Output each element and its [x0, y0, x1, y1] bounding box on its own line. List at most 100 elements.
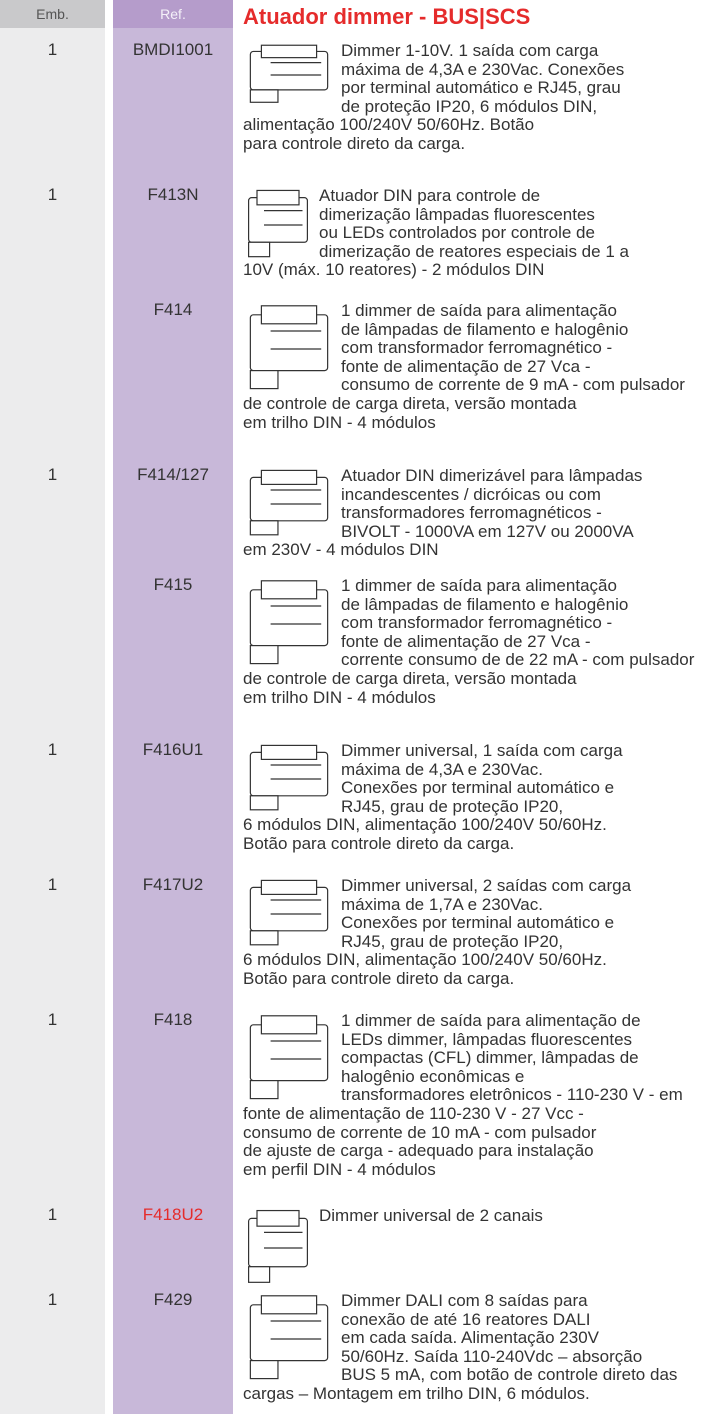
ref-header: Ref. — [113, 0, 233, 28]
product-image — [247, 1209, 308, 1283]
description: 1 dimmer de saída para alimentação de lâm… — [243, 301, 713, 432]
description-line: consumo de corrente de 10 mA - com pulsa… — [243, 1122, 597, 1142]
description-line: Conexões por terminal automático e — [341, 913, 615, 933]
title: Atuador dimmer - BUS|SCS — [243, 4, 531, 29]
description: Dimmer universal, 1 saída com carga máxim… — [243, 741, 713, 854]
description-line: Atuador DIN dimerizável para lâmpadas — [341, 466, 643, 485]
ref-value: F418 — [153, 1010, 193, 1029]
description-line: BUS 5 mA, com botão de controle direto d… — [341, 1365, 678, 1385]
description-line: halogênio econômicas e — [341, 1066, 525, 1086]
ref-value: F418U2 — [142, 1205, 204, 1224]
product-image — [249, 305, 329, 390]
emb-value: 1 — [47, 465, 58, 484]
product-image — [249, 469, 329, 536]
description-line: Botão para controle direto da carga. — [243, 968, 515, 988]
description-line: LEDs dimmer, lâmpadas fluorescentes — [341, 1029, 633, 1049]
description-line: com transformador ferromagnético - — [341, 338, 613, 358]
ref-value: F415 — [153, 575, 193, 594]
description-line: consumo de corrente de 9 mA - com pulsad… — [341, 375, 685, 395]
product-image — [249, 44, 329, 103]
emb-value: 1 — [47, 1290, 58, 1309]
emb-value: 1 — [47, 740, 58, 759]
description-line: fonte de alimentação de 27 Vca - — [341, 356, 591, 376]
description: 1 dimmer de saída para alimentação de LED… — [243, 1011, 713, 1179]
ref-value: F417U2 — [142, 875, 204, 894]
description-line: compactas (CFL) dimmer, lâmpadas de — [341, 1048, 639, 1068]
description-line: em 230V - 4 módulos DIN — [243, 540, 439, 560]
description-line: por terminal automático e RJ45, grau — [341, 78, 621, 98]
description-line: Dimmer universal de 2 canais — [319, 1206, 543, 1225]
emb-header: Emb. — [0, 0, 105, 28]
description-line: transformadores ferromagnéticos - — [341, 503, 602, 523]
description-line: de lâmpadas de filamento e halogênio — [341, 594, 629, 614]
description-line: dimerização lâmpadas fluorescentes — [319, 204, 595, 224]
ref-value: F416U1 — [142, 740, 204, 759]
product-image — [249, 1015, 329, 1100]
description-line: 1 dimmer de saída para alimentação — [341, 576, 617, 595]
emb-value: 1 — [47, 1205, 58, 1224]
description-line: em trilho DIN - 4 módulos — [243, 412, 436, 432]
ref-column — [113, 0, 233, 1414]
description-line: de ajuste de carga - adequado para insta… — [243, 1141, 594, 1161]
description-line: transformadores eletrônicos - 110-230 V … — [341, 1085, 683, 1105]
ref-value: F429 — [153, 1290, 193, 1309]
description-line: em perfil DIN - 4 módulos — [243, 1159, 436, 1179]
description-line: Dimmer universal, 2 saídas com carga — [341, 876, 632, 895]
emb-column — [0, 0, 105, 1414]
ref-value: F414/127 — [137, 465, 209, 484]
description-line: Dimmer DALI com 8 saídas para — [341, 1291, 588, 1310]
description-line: 10V (máx. 10 reatores) - 2 módulos DIN — [243, 260, 545, 280]
description: Dimmer DALI com 8 saídas para conexão de … — [243, 1291, 713, 1404]
product-image — [249, 580, 329, 665]
emb-value: 1 — [47, 40, 58, 59]
description-line: de lâmpadas de filamento e halogênio — [341, 319, 629, 339]
product-image — [249, 879, 329, 946]
description-line: incandescentes / dicróicas ou com — [341, 484, 601, 504]
description-line: dimerização de reatores especiais de 1 a — [319, 241, 629, 261]
emb-value: 1 — [47, 185, 58, 204]
description-line: máxima de 4,3A e 230Vac. — [341, 759, 543, 779]
description: Atuador DIN para controle de dimerização … — [243, 186, 713, 280]
description-line: de controle de carga direta, versão mont… — [243, 393, 577, 413]
description-line: cargas – Montagem em trilho DIN, 6 módul… — [243, 1383, 590, 1403]
ref-value: F414 — [153, 300, 193, 319]
description-line: máxima de 1,7A e 230Vac. — [341, 894, 543, 914]
description-line: de proteção IP20, 6 módulos DIN, — [341, 96, 598, 116]
emb-value: 1 — [47, 1010, 58, 1029]
description-line: ou LEDs controlados por controle de — [319, 223, 595, 243]
description-line: 50/60Hz. Saída 110-240Vdc – absorção — [341, 1346, 643, 1366]
description-line: conexão de até 16 reatores DALI — [341, 1309, 591, 1329]
description: Dimmer universal, 2 saídas com carga máxi… — [243, 876, 713, 989]
product-image — [249, 744, 329, 811]
product-image — [249, 1295, 329, 1380]
description: Atuador DIN dimerizável para lâmpadas inc… — [243, 466, 713, 560]
emb-value: 1 — [47, 875, 58, 894]
description-line: em trilho DIN - 4 módulos — [243, 687, 436, 707]
description-line: Conexões por terminal automático e — [341, 778, 615, 798]
description-line: Dimmer universal, 1 saída com carga — [341, 741, 623, 760]
description-line: fonte de alimentação de 27 Vca - — [341, 631, 591, 651]
description-line: RJ45, grau de proteção IP20, — [341, 931, 564, 951]
description-line: Botão para controle direto da carga. — [243, 833, 515, 853]
description-line: em cada saída. Alimentação 230V — [341, 1328, 599, 1348]
description-line: 6 módulos DIN, alimentação 100/240V 50/6… — [243, 815, 607, 835]
description-line: corrente consumo de de 22 mA - com pulsa… — [341, 650, 695, 670]
description-line: BIVOLT - 1000VA em 127V ou 2000VA — [341, 521, 634, 541]
description: 1 dimmer de saída para alimentação de lâm… — [243, 576, 713, 707]
ref-value: F413N — [147, 185, 199, 204]
description-line: 6 módulos DIN, alimentação 100/240V 50/6… — [243, 950, 607, 970]
description-line: Atuador DIN para controle de — [319, 186, 541, 205]
description-line: fonte de alimentação de 110-230 V - 27 V… — [243, 1103, 584, 1123]
description-line: Dimmer 1-10V. 1 saída com carga — [341, 41, 599, 60]
description-line: 1 dimmer de saída para alimentação de — [341, 1011, 641, 1030]
description-line: 1 dimmer de saída para alimentação — [341, 301, 617, 320]
description-line: de controle de carga direta, versão mont… — [243, 668, 577, 688]
description-line: RJ45, grau de proteção IP20, — [341, 796, 564, 816]
description-line: com transformador ferromagnético - — [341, 613, 613, 633]
description: Dimmer 1-10V. 1 saída com carga máxima de… — [243, 41, 713, 154]
description-line: alimentação 100/240V 50/60Hz. Botão — [243, 115, 535, 135]
description-line: máxima de 4,3A e 230Vac. Conexões — [341, 59, 625, 79]
product-image — [247, 189, 308, 258]
ref-value: BMDI1001 — [132, 40, 214, 59]
